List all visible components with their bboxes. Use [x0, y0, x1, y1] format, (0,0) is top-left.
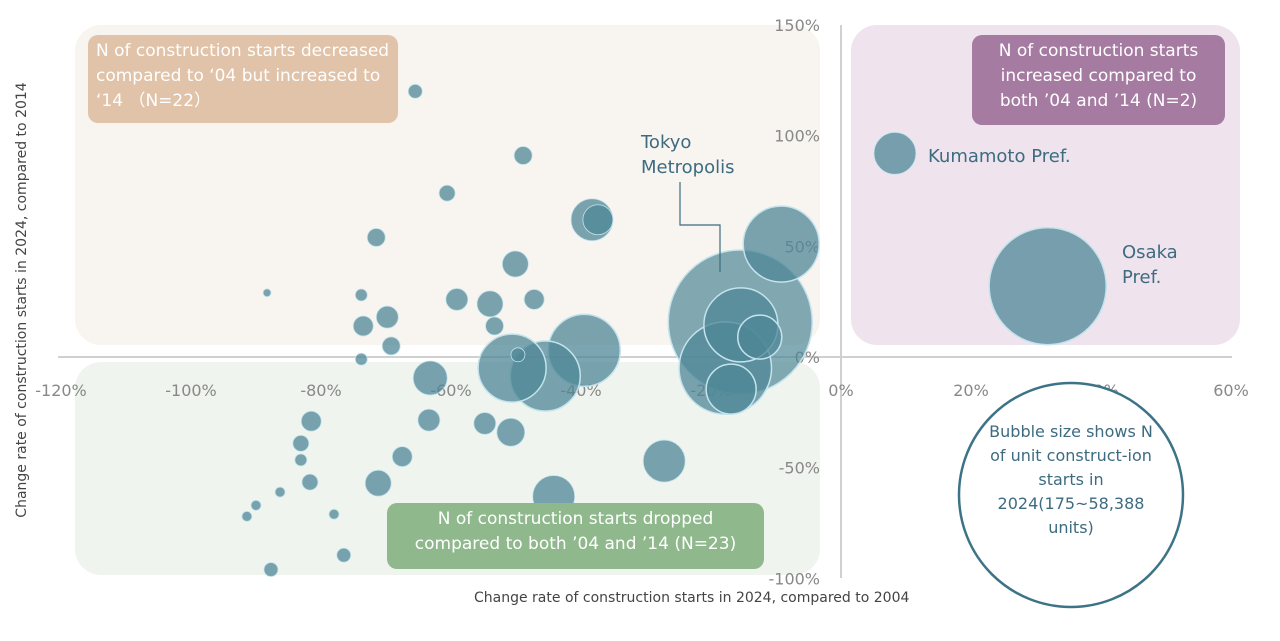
x-axis-title: Change rate of construction starts in 20…: [474, 590, 910, 606]
bubble: [366, 228, 386, 247]
bubble: [328, 508, 340, 520]
bubble: [274, 486, 286, 498]
tokyo-leader-line: [679, 182, 721, 272]
bubble: [496, 417, 526, 447]
bubble: [381, 336, 401, 356]
y-tick-label: -50%: [779, 459, 820, 478]
bubble: [582, 204, 614, 236]
bubble: [501, 250, 529, 278]
x-tick-label: 20%: [953, 381, 989, 400]
x-tick-label: 60%: [1213, 381, 1249, 400]
x-tick-label: 0%: [828, 381, 853, 400]
bubble: [294, 453, 308, 467]
bubble: [476, 290, 504, 318]
bubble: [642, 439, 686, 483]
bubble: [742, 205, 820, 283]
bubble-kumamoto: [873, 131, 917, 175]
annotation-kumamoto: Kumamoto Pref.: [928, 146, 1071, 167]
bubble: [336, 547, 352, 563]
y-tick-label: 150%: [774, 16, 820, 35]
x-tick-label: -120%: [35, 381, 87, 400]
bubble: [301, 473, 319, 491]
bubble: [417, 408, 441, 432]
bubble: [300, 410, 322, 432]
quadrant-label-lower-left: N of construction starts dropped compare…: [387, 503, 764, 569]
bubble: [354, 288, 368, 302]
bubble: [485, 316, 504, 336]
legend-circle: [957, 381, 1185, 609]
bubble: [438, 184, 456, 202]
bubble: [292, 434, 310, 452]
bubble: [407, 83, 423, 99]
bubble: [375, 305, 399, 329]
bubble: [391, 446, 413, 468]
legend-note: Bubble size shows N of unit construct-io…: [989, 422, 1153, 537]
bubble: [737, 314, 783, 360]
bubble: [477, 333, 547, 403]
y-tick-label: 100%: [774, 127, 820, 146]
bubble-osaka: [988, 226, 1107, 346]
annotation-tokyo: Tokyo Metropolis: [641, 132, 735, 178]
bubble: [473, 412, 497, 435]
quadrant-label-upper-left: N of construction starts decreased compa…: [88, 35, 398, 123]
bubble: [523, 289, 545, 310]
bubble: [352, 315, 374, 337]
bubble: [364, 469, 392, 497]
quadrant-label-upper-right: N of construction starts increased compa…: [972, 35, 1225, 125]
bubble: [445, 288, 469, 311]
bubble: [263, 562, 279, 577]
x-tick-label: -100%: [165, 381, 217, 400]
annotation-osaka: Osaka Pref.: [1122, 242, 1178, 288]
y-tick-label: -100%: [768, 569, 820, 588]
bubble: [354, 352, 368, 366]
bubble: [241, 511, 253, 522]
bubble: [250, 499, 262, 511]
bubble: [412, 360, 448, 396]
bubble: [262, 288, 272, 298]
bubble: [513, 146, 533, 165]
y-axis-title: Change rate of construction starts in 20…: [14, 82, 30, 518]
bubble: [510, 347, 526, 363]
x-tick-label: -80%: [300, 381, 341, 400]
bubble: [705, 363, 757, 415]
